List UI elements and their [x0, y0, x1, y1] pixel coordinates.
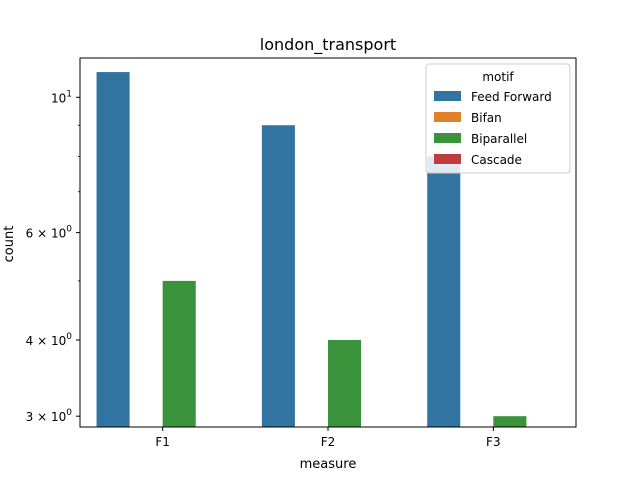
x-tick-label: F3 — [486, 435, 501, 449]
legend-swatch-biparallel — [434, 133, 461, 143]
axes-layer: F1 F2 F3 101 6 × 100 4 × 100 3 × 100 — [26, 57, 577, 449]
bar-biparallel-f3 — [493, 416, 527, 427]
bar-feed-forward-f3 — [427, 156, 461, 427]
y-tick-label: 4 × 100 — [26, 332, 73, 348]
legend-title: motif — [482, 70, 514, 84]
bar-feed-forward-f2 — [261, 125, 295, 427]
y-tick-label: 6 × 100 — [26, 225, 73, 241]
bar-feed-forward-f1 — [96, 72, 130, 427]
x-axis-label: measure — [300, 457, 357, 472]
y-tick-label: 101 — [51, 89, 72, 105]
chart-title: london_transport — [260, 35, 396, 55]
legend-label-bifan: Bifan — [471, 111, 502, 125]
legend-swatch-bifan — [434, 112, 461, 122]
legend-label-feed-forward: Feed Forward — [471, 90, 552, 104]
y-axis-label: count — [2, 226, 17, 263]
legend-label-biparallel: Biparallel — [471, 132, 527, 146]
legend: motif Feed Forward Bifan Biparallel Cascade — [425, 63, 571, 174]
legend-swatch-feed-forward — [434, 91, 461, 101]
legend-swatch-cascade — [434, 154, 461, 164]
x-tick-label: F2 — [321, 435, 336, 449]
bar-biparallel-f2 — [328, 339, 362, 427]
bar-biparallel-f1 — [162, 280, 196, 427]
y-tick-label: 3 × 100 — [26, 408, 73, 424]
legend-label-cascade: Cascade — [471, 153, 522, 167]
bars-layer — [96, 72, 527, 427]
legend-box — [425, 63, 571, 174]
x-tick-label: F1 — [155, 435, 170, 449]
